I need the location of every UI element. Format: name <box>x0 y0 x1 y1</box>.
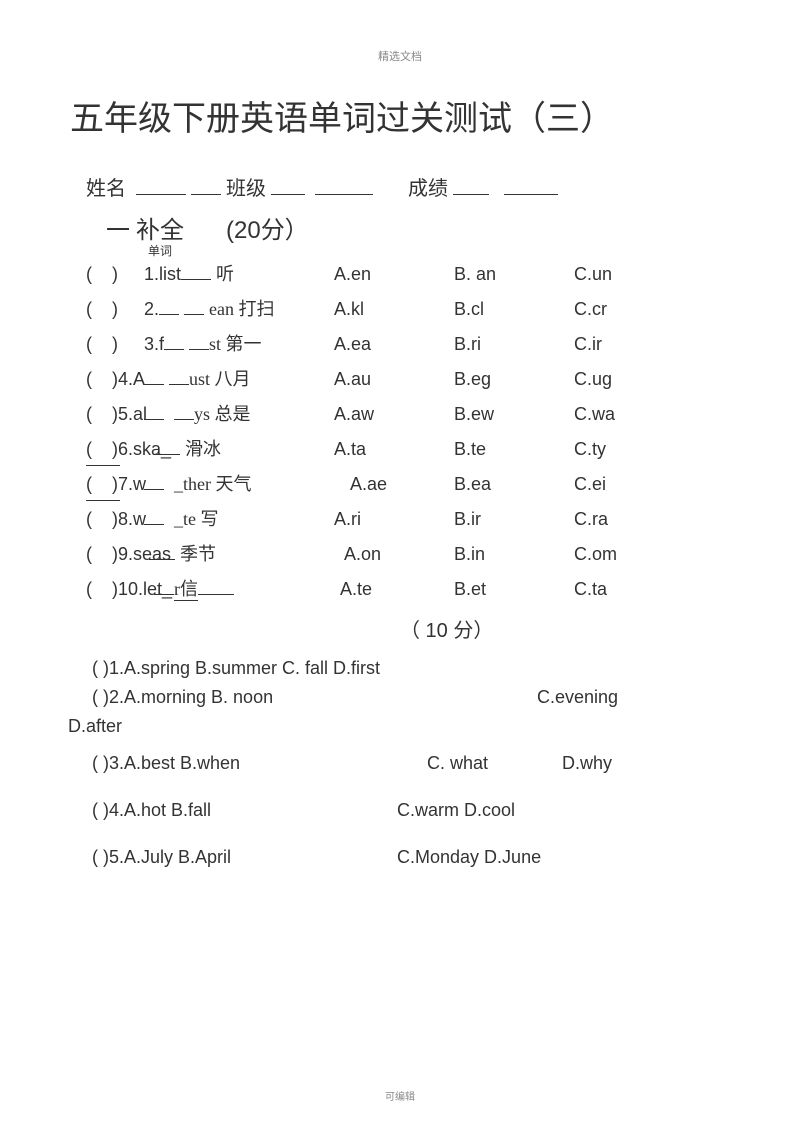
page-title: 五年级下册英语单词过关测试（三） <box>70 94 730 145</box>
stem-cn: ust 八月 <box>189 369 251 389</box>
q2-line: ( )4.A.hot B.fall C.warm D.cool <box>92 797 730 824</box>
section-1-sub: 单词 <box>148 244 730 258</box>
paren-open: ( <box>86 334 92 354</box>
opt-c: C.om <box>574 545 694 565</box>
opt-b: B.ri <box>454 335 574 355</box>
q2-line: ( )1.A.spring B.summer C. fall D.first <box>92 655 730 682</box>
stem-cn: _ther 天气 <box>174 474 251 494</box>
section-1-heading: 一 补全 (20分） 单词 <box>70 217 730 258</box>
section-1-points: (20分） <box>226 217 309 246</box>
section-2-points: （ 10 分） <box>70 614 730 643</box>
paren-open: ( <box>86 544 92 564</box>
stem-cn: ys 总是 <box>194 404 251 424</box>
opt-a: A.au <box>334 370 454 390</box>
footer-mark: 可编辑 <box>0 1088 800 1103</box>
opt-c: C.ra <box>574 510 694 530</box>
opt-b: B.ew <box>454 405 574 425</box>
opt-a: A.aw <box>334 405 454 425</box>
opt-b: B.et <box>454 580 574 600</box>
opt-b: B. an <box>454 265 574 285</box>
question-row: ( )7.w _ther 天气 A.ae B.ea C.ei <box>70 474 730 495</box>
opt-a: A.te <box>334 580 454 600</box>
paren-open: ( <box>86 299 92 319</box>
paren-close: ) <box>112 299 118 319</box>
q2-a: ( )3.A.best B.when <box>92 750 422 777</box>
question-row: ( ) 1.list 听 A.en B. an C.un <box>70 264 730 285</box>
stem-cn: 滑冰 <box>185 439 221 459</box>
question-row: ( )5.al ys 总是 A.aw B.ew C.wa <box>70 404 730 425</box>
paren-open: ( <box>86 264 92 284</box>
stem-cn: r信 <box>174 579 198 601</box>
opt-c: C.ir <box>574 335 694 355</box>
opt-a: A.kl <box>334 300 454 320</box>
stem-cn: st 第一 <box>209 334 262 354</box>
stem-cn: _te 写 <box>174 509 219 529</box>
opt-a: A.ri <box>334 510 454 530</box>
opt-b: B.cl <box>454 300 574 320</box>
q2-b: C.evening <box>537 684 618 711</box>
q2-line: ( )2.A.morning B. noon C.evening <box>92 684 730 711</box>
opt-a: A.en <box>334 265 454 285</box>
opt-c: C.un <box>574 265 694 285</box>
paren-open: ( <box>86 404 92 424</box>
paren-close: ) <box>112 264 118 284</box>
q2-b: C. what <box>427 750 557 777</box>
q2-b: C.warm D.cool <box>397 797 515 824</box>
q2-line: ( )3.A.best B.when C. what D.why <box>92 750 730 777</box>
opt-b: B.in <box>454 545 574 565</box>
question-row: ( )10.let_ r信 A.te B.et C.ta <box>70 579 730 600</box>
stem-text: 2. <box>144 299 159 319</box>
opt-c: C.ta <box>574 580 694 600</box>
question-row: ( )6.ska_ 滑冰 A.ta B.te C.ty <box>70 439 730 460</box>
label-class: 班级 <box>226 178 266 200</box>
label-score: 成绩 <box>408 178 448 200</box>
q2-a: ( )5.A.July B.April <box>92 844 392 871</box>
opt-a: A.ea <box>334 335 454 355</box>
opt-b: B.ea <box>454 475 574 495</box>
header-mark: 精选文档 <box>0 0 800 64</box>
section-2-questions: ( )1.A.spring B.summer C. fall D.first (… <box>70 655 730 871</box>
stem-text: 1.list <box>144 264 181 284</box>
paren-open: ( <box>86 509 92 529</box>
opt-a: A.ta <box>334 440 454 460</box>
question-row: ( )9.seas 季节 A.on B.in C.om <box>70 544 730 565</box>
q2-b: C.Monday D.June <box>397 844 541 871</box>
stem-cn: 听 <box>216 264 234 284</box>
paren-open: ( <box>86 474 92 494</box>
content: 五年级下册英语单词过关测试（三） 姓名 班级 成绩 一 补全 (20分） 单词 … <box>0 64 800 871</box>
q2-line: D.after <box>68 713 730 740</box>
question-row: ( ) 3.f st 第一 A.ea B.ri C.ir <box>70 334 730 355</box>
paren-text: )7.w <box>112 474 146 494</box>
label-name: 姓名 <box>86 178 126 200</box>
q2-line: ( )5.A.July B.April C.Monday D.June <box>92 844 730 871</box>
question-row: ( ) 2. ean 打扫 A.kl B.cl C.cr <box>70 299 730 320</box>
q2-a: ( )2.A.morning B. noon <box>92 684 532 711</box>
paren-text: )5.al <box>112 404 147 424</box>
paren-close: ) <box>112 334 118 354</box>
name-row: 姓名 班级 成绩 <box>70 173 730 205</box>
paren-text: )8.w <box>112 509 146 529</box>
opt-c: C.ei <box>574 475 694 495</box>
stem-cn: 季节 <box>180 544 216 564</box>
question-row: ( )4.A ust 八月 A.au B.eg C.ug <box>70 369 730 390</box>
paren-text: )4.A <box>112 369 145 389</box>
stem-cn: ean 打扫 <box>209 299 274 319</box>
opt-a: A.ae <box>334 475 454 495</box>
opt-c: C.wa <box>574 405 694 425</box>
opt-c: C.ty <box>574 440 694 460</box>
paren-open: ( <box>86 579 92 599</box>
section-1-label: 一 补全 <box>106 218 184 244</box>
paren-open: ( <box>86 439 92 459</box>
q2-a: ( )4.A.hot B.fall <box>92 797 392 824</box>
opt-b: B.eg <box>454 370 574 390</box>
opt-c: C.cr <box>574 300 694 320</box>
q2-c: D.why <box>562 750 612 777</box>
stem-text: 3.f <box>144 334 164 354</box>
opt-a: A.on <box>334 545 454 565</box>
question-row: ( )8.w _te 写 A.ri B.ir C.ra <box>70 509 730 530</box>
opt-b: B.te <box>454 440 574 460</box>
opt-b: B.ir <box>454 510 574 530</box>
opt-c: C.ug <box>574 370 694 390</box>
paren-open: ( <box>86 369 92 389</box>
